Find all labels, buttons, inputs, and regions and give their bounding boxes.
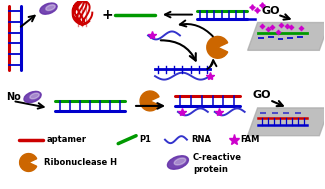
- Ellipse shape: [30, 93, 39, 99]
- Text: GO: GO: [261, 6, 280, 16]
- Text: C-reactive: C-reactive: [193, 153, 242, 162]
- Ellipse shape: [167, 156, 188, 169]
- Polygon shape: [248, 22, 325, 50]
- Text: protein: protein: [193, 165, 228, 174]
- Ellipse shape: [46, 5, 55, 11]
- Text: Ribonuclease H: Ribonuclease H: [44, 158, 116, 167]
- Ellipse shape: [174, 158, 186, 165]
- Text: aptamer: aptamer: [46, 135, 86, 144]
- Text: GO: GO: [252, 90, 271, 100]
- Ellipse shape: [40, 3, 57, 14]
- Text: RNA: RNA: [191, 135, 211, 144]
- Text: No: No: [6, 92, 20, 102]
- Wedge shape: [207, 36, 228, 58]
- Text: +: +: [101, 8, 113, 22]
- Text: P1: P1: [139, 135, 151, 144]
- Polygon shape: [248, 108, 325, 136]
- Ellipse shape: [24, 91, 41, 103]
- Text: FAM: FAM: [241, 135, 260, 144]
- Wedge shape: [20, 154, 37, 171]
- Wedge shape: [140, 91, 159, 111]
